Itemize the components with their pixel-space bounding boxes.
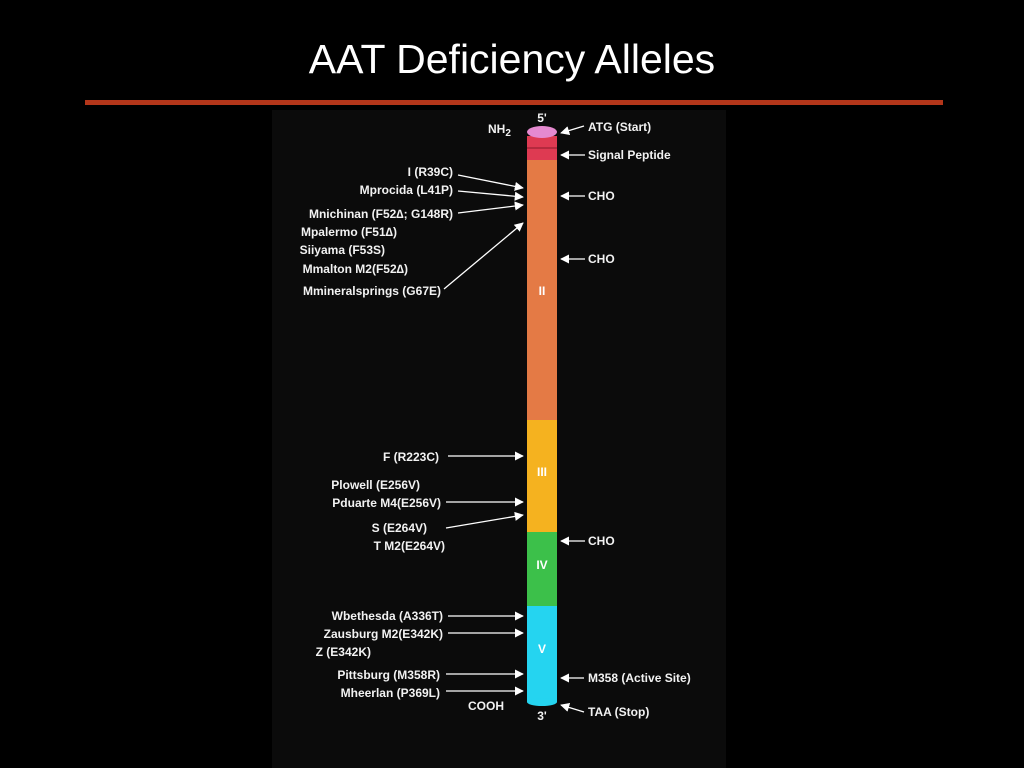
allele-plowell: Plowell (E256V) [331, 478, 420, 492]
signal-peptide-label: Signal Peptide [588, 148, 671, 162]
allele-z: Z (E342K) [316, 645, 371, 659]
segment-label-ii: II [539, 284, 546, 298]
segment-v [527, 606, 557, 702]
segment-label-iii: III [537, 465, 547, 479]
cho-label-1: CHO [588, 189, 615, 203]
segment-iii [527, 420, 557, 532]
three-prime-label: 3' [537, 709, 547, 723]
segment-label-iv: IV [536, 558, 547, 572]
allele-siiyama: Siiyama (F53S) [300, 243, 385, 257]
c-terminus-label: COOH [468, 699, 504, 713]
allele-mnichinan: Mnichinan (F52∆; G148R) [309, 207, 453, 221]
right-annotations [560, 125, 585, 713]
allele-i: I (R39C) [408, 165, 453, 179]
allele-t: T M2(E264V) [374, 539, 445, 553]
allele-mprocida: Mprocida (L41P) [360, 183, 453, 197]
segment-label-v: V [538, 642, 546, 656]
diagram-panel [272, 110, 726, 768]
atg-start-label: ATG (Start) [588, 120, 651, 134]
allele-pittsburg: Pittsburg (M358R) [337, 668, 440, 682]
five-prime-label: 5' [537, 111, 547, 125]
bar-bottom-cap [527, 698, 557, 706]
bar-top-cap [527, 126, 557, 138]
segment-iv [527, 532, 557, 606]
cho-label-3: CHO [588, 534, 615, 548]
allele-mpalermo: Mpalermo (F51∆) [301, 225, 397, 239]
title-underline [85, 100, 943, 105]
allele-mheerlan: Mheerlan (P369L) [341, 686, 440, 700]
allele-mmineralsprings: Mmineralsprings (G67E) [303, 284, 441, 298]
taa-stop-label: TAA (Stop) [588, 705, 649, 719]
active-site-label: M358 (Active Site) [588, 671, 691, 685]
n-terminus-label: NH2 [488, 122, 511, 139]
allele-pduarte: Pduarte M4(E256V) [332, 496, 441, 510]
slide-title: AAT Deficiency Alleles [308, 36, 716, 82]
allele-labels: I (R39C) Mprocida (L41P) Mnichinan (F52∆… [300, 165, 453, 700]
cho-label-2: CHO [588, 252, 615, 266]
allele-f: F (R223C) [383, 450, 439, 464]
segment-ii [527, 160, 557, 420]
allele-s: S (E264V) [372, 521, 427, 535]
allele-zausburg: Zausburg M2(E342K) [324, 627, 443, 641]
left-allele-arrows [443, 174, 524, 696]
allele-wbethesda: Wbethesda (A336T) [332, 609, 443, 623]
allele-mmalton: Mmalton M2(F52∆) [303, 262, 408, 276]
